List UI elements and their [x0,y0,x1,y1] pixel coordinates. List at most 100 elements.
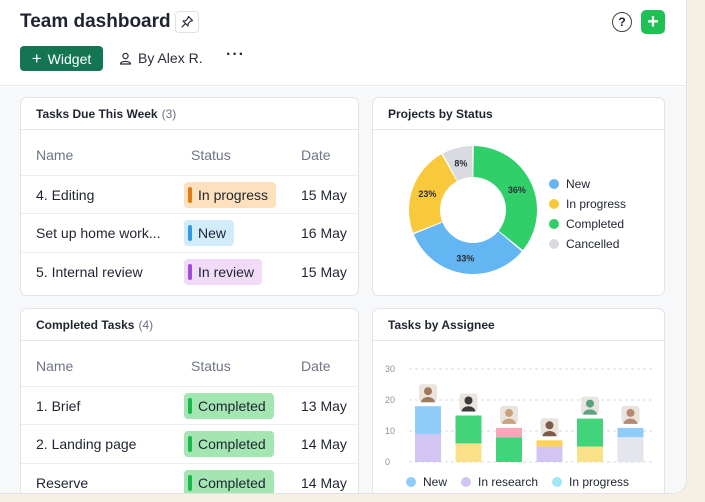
legend-item: New [406,475,447,489]
legend-label: New [566,177,591,191]
dashboard-header: Team dashboard ? + + Widget By Alex R. ·… [0,0,686,86]
widget-title: Tasks Due This Week [36,106,158,121]
owner-filter[interactable]: By Alex R. [119,50,203,66]
task-name: 5. Internal review [36,264,143,280]
status-label: Completed [198,436,266,452]
bar-segment[interactable] [617,427,644,438]
user-icon [119,52,132,65]
table-row[interactable]: Reserve Completed 14 May [21,464,358,493]
pie-slice[interactable] [409,154,457,233]
legend-label: New [423,475,448,489]
task-name: 1. Brief [36,398,81,414]
column-header-date[interactable]: Date [301,147,331,163]
legend-item: Completed [549,217,624,231]
status-badge[interactable]: In review [184,259,263,285]
status-badge[interactable]: Completed [184,431,274,457]
legend-item: In progress [552,475,629,489]
assignee-avatar[interactable] [581,396,599,415]
plus-icon: + [647,11,659,33]
table-row[interactable]: 5. Internal review In review 15 May [21,253,358,292]
owner-label: By Alex R. [138,50,203,66]
column-header-status[interactable]: Status [191,147,231,163]
bar-segment[interactable] [455,415,482,444]
add-widget-label: Widget [47,50,92,67]
more-options-icon[interactable]: ··· [226,46,245,63]
widget-title: Completed Tasks [36,317,135,332]
task-date: 14 May [301,436,347,452]
task-count: (4) [138,317,154,332]
status-label: New [198,225,227,241]
page-title: Team dashboard [20,11,171,32]
table-row[interactable]: Set up home work... New 16 May [21,214,358,253]
bar-segment[interactable] [577,418,603,447]
status-badge[interactable]: Completed [184,393,274,419]
widget-header: Tasks Due This Week (3) [21,98,358,130]
bar-segment[interactable] [536,440,563,447]
pie-slice[interactable] [442,146,473,181]
pin-icon [181,15,194,28]
column-header-status[interactable]: Status [191,358,231,374]
status-label: Completed [198,398,266,414]
legend-item: In research [461,475,538,489]
donut-chart: 36% 33% 23% 8% [409,146,537,274]
legend-label: Completed [566,217,625,231]
bar-segment[interactable] [496,437,522,462]
pie-slice[interactable] [473,146,537,251]
table-row[interactable]: 2. Landing page Completed 14 May [21,425,358,464]
pie-slice-label: 8% [454,159,467,169]
projects-by-status-widget: Projects by Status 36% 33% 23% 8% New In pr… [372,97,665,296]
pie-slice-label: 33% [456,253,474,263]
task-date: 13 May [301,398,347,414]
bar-segment[interactable] [415,434,441,462]
legend-item: In progress [549,197,626,211]
bar-segment[interactable] [455,443,482,462]
column-header-name[interactable]: Name [36,358,74,374]
pin-button[interactable] [175,11,199,33]
add-widget-button[interactable]: + Widget [20,46,103,71]
assignee-avatar[interactable] [500,405,518,424]
add-button[interactable]: + [641,10,665,34]
widget-title: Tasks by Assignee [388,317,495,332]
status-label: In progress [198,187,269,203]
legend-label: In progress [569,475,630,489]
bar-segment[interactable] [415,406,441,435]
y-tick-label: 20 [385,395,395,405]
pie-slice[interactable] [413,222,522,274]
task-date: 16 May [301,225,347,241]
column-header-date[interactable]: Date [301,358,331,374]
table-row[interactable]: 4. Editing In progress 15 May [21,175,358,214]
column-header-name[interactable]: Name [36,147,74,163]
bar-segment[interactable] [577,446,603,463]
task-date: 14 May [301,475,347,491]
widget-header: Completed Tasks (4) [21,309,358,341]
task-date: 15 May [301,264,347,280]
task-name: Reserve [36,475,89,491]
legend-item: Cancelled [549,237,619,251]
widget-header: Projects by Status [373,98,664,130]
status-label: In review [198,264,255,280]
widget-title: Projects by Status [388,106,493,121]
assignee-avatar[interactable] [621,405,640,424]
y-tick-label: 10 [385,426,395,436]
completed-tasks-widget: Completed Tasks (4) Name Status Date 1. … [20,308,359,493]
help-button[interactable]: ? [612,12,632,32]
widget-header: Tasks by Assignee [373,309,664,341]
status-badge[interactable]: Completed [184,470,274,493]
legend-label: In research [478,475,539,489]
pie-slice-label: 36% [508,185,526,195]
task-name: 4. Editing [36,187,95,203]
status-badge[interactable]: New [184,220,235,246]
assignee-avatar[interactable] [419,384,437,403]
app-window: Team dashboard ? + + Widget By Alex R. ·… [0,0,687,494]
bar-segment[interactable] [496,427,522,438]
dashboard-canvas: Tasks Due This Week (3) Name Status Date… [0,87,686,493]
stacked-bar-chart: 30 20 10 0 [385,364,655,467]
assignee-avatar[interactable] [540,418,559,437]
y-tick-label: 30 [385,364,395,374]
task-name: 2. Landing page [36,436,137,452]
bar-segment[interactable] [536,446,563,463]
assignee-avatar[interactable] [459,393,478,412]
bar-segment[interactable] [617,437,644,462]
status-badge[interactable]: In progress [184,182,277,208]
table-row[interactable]: 1. Brief Completed 13 May [21,386,358,425]
